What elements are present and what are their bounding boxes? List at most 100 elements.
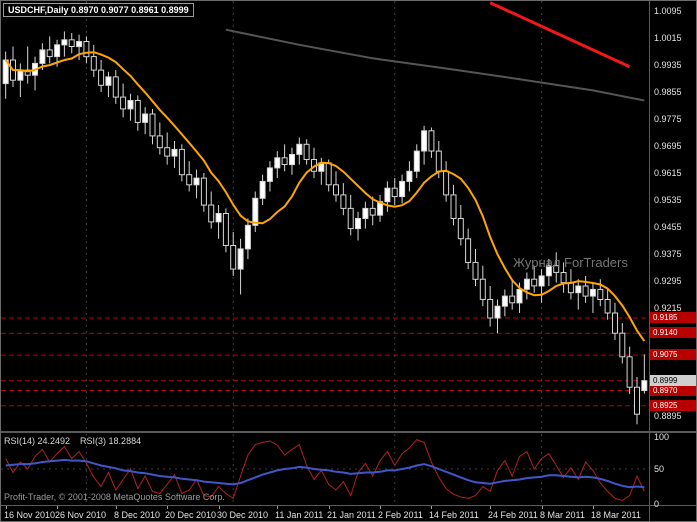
time-axis[interactable]: 16 Nov 2010 26 Nov 2010 8 Dec 2010 20 Dec 2…	[1, 506, 696, 521]
bear-candle	[149, 113, 156, 137]
watermark-text: Журнал ForTraders	[513, 255, 628, 270]
price-chart-pane[interactable]: Журнал ForTraders USDCHF,Daily 0.8970 0.…	[1, 1, 649, 431]
rsi-axis-label: 100	[654, 432, 670, 442]
price-axis-label: 0.9535	[654, 194, 682, 205]
bull-candle	[289, 154, 295, 166]
price-level-tag: 0.9140	[650, 327, 696, 339]
price-axis-label: 0.9695	[654, 141, 682, 152]
bull-candle	[105, 76, 112, 86]
price-axis-label: 0.9295	[654, 275, 682, 286]
time-axis-label: 11 Jan 2011	[275, 510, 324, 520]
price-axis[interactable]: 1.0095 1.0015 0.9935 0.9855 0.9775 0.9695 0.96…	[650, 1, 696, 521]
time-axis-tick	[116, 506, 117, 509]
price-axis-label: 0.8895	[654, 410, 682, 421]
bull-candle	[142, 113, 149, 123]
bear-candle	[156, 135, 163, 149]
bull-candle	[545, 265, 552, 277]
bear-candle	[325, 162, 332, 186]
price-axis-label: 1.0095	[654, 6, 682, 17]
bull-candle	[538, 275, 545, 287]
bear-candle	[450, 194, 457, 219]
bull-candle	[589, 288, 596, 297]
bull-candle	[76, 41, 83, 48]
bear-candle	[208, 204, 215, 223]
bear-candle	[428, 130, 435, 152]
time-axis-divider	[1, 505, 696, 506]
bear-candle	[369, 207, 376, 216]
time-axis-label: 8 Dec 2010	[114, 510, 161, 520]
bear-candle	[479, 278, 486, 300]
bear-candle	[465, 238, 472, 263]
rsi-slow-line[interactable]	[5, 458, 645, 489]
rsi-slow-label: RSI(14) 24.2492	[4, 436, 71, 446]
bull-candle	[237, 248, 244, 270]
rsi-fast-line[interactable]	[5, 439, 645, 502]
bull-candle	[296, 143, 303, 155]
bull-candle	[523, 278, 530, 290]
pane-divider[interactable]	[1, 431, 696, 433]
price-axis-label: 0.9775	[654, 114, 682, 125]
candlestick-chart[interactable]	[1, 1, 649, 431]
bear-candle	[435, 150, 442, 172]
bear-candle	[281, 157, 288, 166]
bear-candle	[634, 386, 640, 415]
bull-candle	[274, 157, 281, 169]
bear-candle	[457, 218, 464, 240]
bull-candle	[355, 218, 361, 230]
bear-candle	[560, 272, 567, 284]
current-price-tag: 0.8999	[650, 374, 696, 386]
bull-candle	[575, 285, 582, 294]
time-axis-label: 8 Mar 2011	[540, 510, 585, 520]
bull-candle	[252, 197, 259, 226]
bear-candle	[619, 332, 626, 358]
bull-candle	[17, 69, 24, 81]
bull-candle	[413, 150, 420, 172]
bear-candle	[597, 288, 604, 300]
bear-candle	[582, 285, 589, 297]
time-axis-tick	[219, 506, 220, 509]
price-axis-label: 1.0015	[654, 33, 682, 44]
rsi-axis-label: 0	[654, 499, 660, 509]
bear-candle	[333, 184, 339, 196]
bear-candle	[626, 356, 633, 388]
bear-candle	[567, 282, 574, 294]
bear-candle	[509, 295, 516, 304]
time-axis-label: 16 Nov 2010	[4, 510, 56, 520]
time-axis-tick	[329, 506, 330, 509]
bull-candle	[215, 213, 222, 223]
time-axis-label: 21 Jan 2011	[327, 510, 376, 520]
bull-candle	[61, 39, 68, 46]
bear-candle	[83, 41, 90, 58]
bull-candle	[421, 130, 428, 152]
bull-candle	[266, 167, 273, 182]
red-trend-line[interactable]	[489, 1, 631, 69]
price-level-tag: 0.9185	[650, 312, 696, 324]
time-axis-label: 30 Dec 2010	[217, 510, 269, 520]
bear-candle	[178, 148, 185, 176]
bear-candle	[443, 170, 450, 196]
time-axis-tick	[490, 506, 491, 509]
bull-candle	[2, 59, 9, 85]
bull-candle	[494, 305, 501, 319]
bear-candle	[68, 39, 75, 47]
dark-trend-line[interactable]	[225, 28, 645, 102]
price-axis-label: 0.9455	[654, 221, 682, 232]
bull-candle	[127, 100, 134, 110]
time-axis-label: 26 Nov 2010	[55, 510, 107, 520]
moving-average-line[interactable]	[4, 51, 646, 342]
bear-candle	[164, 147, 171, 157]
time-axis-tick	[542, 506, 543, 509]
bear-candle	[347, 207, 354, 230]
rsi-indicator-chart[interactable]	[1, 434, 649, 504]
price-level-tag: 0.8970	[650, 384, 696, 396]
bear-candle	[112, 76, 119, 98]
bull-candle	[54, 44, 61, 58]
bear-candle	[24, 69, 31, 76]
time-axis-tick	[6, 506, 7, 509]
bull-candle	[362, 207, 369, 219]
bull-candle	[501, 295, 508, 307]
bear-candle	[553, 265, 560, 273]
bear-candle	[604, 299, 611, 314]
time-axis-label: 24 Feb 2011	[488, 510, 538, 520]
